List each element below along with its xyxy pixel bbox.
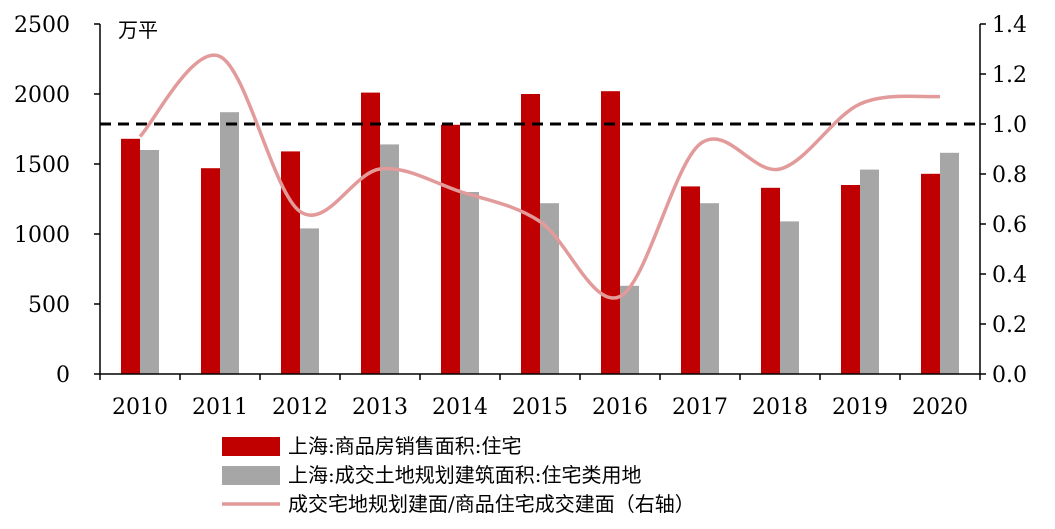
legend-swatch xyxy=(222,466,280,485)
unit-label: 万平 xyxy=(118,18,158,42)
land-area-bar-2019 xyxy=(860,169,879,374)
sales-area-bar-2020 xyxy=(921,173,940,374)
right-tick-label: 1.4 xyxy=(992,13,1027,38)
legend: 上海:商品房销售面积:住宅上海:成交土地规划建筑面积:住宅类用地成交宅地规划建面… xyxy=(222,434,695,516)
x-tick-label: 2014 xyxy=(432,395,488,420)
sales-area-bar-2019 xyxy=(841,185,860,374)
left-tick-label: 2000 xyxy=(14,83,70,108)
right-tick-label: 0.0 xyxy=(992,363,1027,388)
x-tick-label: 2013 xyxy=(352,395,408,420)
legend-label: 上海:成交土地规划建筑面积:住宅类用地 xyxy=(288,463,641,487)
axes-layer: 0 500 1000 1500 2000 2500 0.0 0.2 0.4 0.6 0.8 1.0 1.… xyxy=(14,13,1027,420)
bars-layer xyxy=(121,91,959,374)
x-tick-label: 2020 xyxy=(912,395,968,420)
left-tick-label: 1500 xyxy=(14,153,70,178)
sales-area-bar-2014 xyxy=(441,124,460,374)
land-area-bar-2010 xyxy=(140,150,159,374)
right-tick-label: 0.2 xyxy=(992,313,1027,338)
line-layer xyxy=(100,53,980,300)
land-area-bar-2014 xyxy=(460,192,479,374)
sales-area-bar-2012 xyxy=(281,151,300,374)
x-tick-label: 2016 xyxy=(592,395,648,420)
x-tick-label: 2011 xyxy=(192,395,248,420)
x-tick-label: 2017 xyxy=(672,395,728,420)
land-area-bar-2018 xyxy=(780,221,799,374)
land-area-bar-2017 xyxy=(700,203,719,374)
sales-area-bar-2017 xyxy=(681,186,700,374)
land-area-bar-2015 xyxy=(540,203,559,374)
legend-label: 成交宅地规划建面/商品住宅成交建面（右轴） xyxy=(288,492,695,516)
sales-area-bar-2010 xyxy=(121,138,140,374)
right-tick-label: 0.4 xyxy=(992,263,1027,288)
x-tick-label: 2015 xyxy=(512,395,568,420)
left-tick-label: 2500 xyxy=(14,13,70,38)
land-area-bar-2016 xyxy=(620,285,639,374)
left-tick-label: 500 xyxy=(28,293,70,318)
x-tick-label: 2012 xyxy=(272,395,328,420)
x-tick-label: 2019 xyxy=(832,395,888,420)
sales-area-bar-2016 xyxy=(601,91,620,374)
land-area-bar-2020 xyxy=(940,152,959,374)
left-tick-label: 1000 xyxy=(14,223,70,248)
right-tick-label: 0.6 xyxy=(992,213,1027,238)
right-tick-label: 0.8 xyxy=(992,163,1027,188)
x-tick-label: 2010 xyxy=(112,395,168,420)
land-area-bar-2011 xyxy=(220,112,239,374)
sales-area-bar-2011 xyxy=(201,168,220,374)
land-area-bar-2013 xyxy=(380,144,399,374)
right-tick-label: 1.0 xyxy=(992,113,1027,138)
left-tick-label: 0 xyxy=(56,363,70,388)
x-tick-label: 2018 xyxy=(752,395,808,420)
land-area-bar-2012 xyxy=(300,228,319,374)
right-tick-label: 1.2 xyxy=(992,63,1027,88)
legend-label: 上海:商品房销售面积:住宅 xyxy=(288,434,521,458)
sales-area-bar-2015 xyxy=(521,94,540,374)
legend-swatch xyxy=(222,437,280,456)
sales-area-bar-2018 xyxy=(761,187,780,374)
sales-area-bar-2013 xyxy=(361,92,380,374)
ratio-line xyxy=(138,53,941,300)
